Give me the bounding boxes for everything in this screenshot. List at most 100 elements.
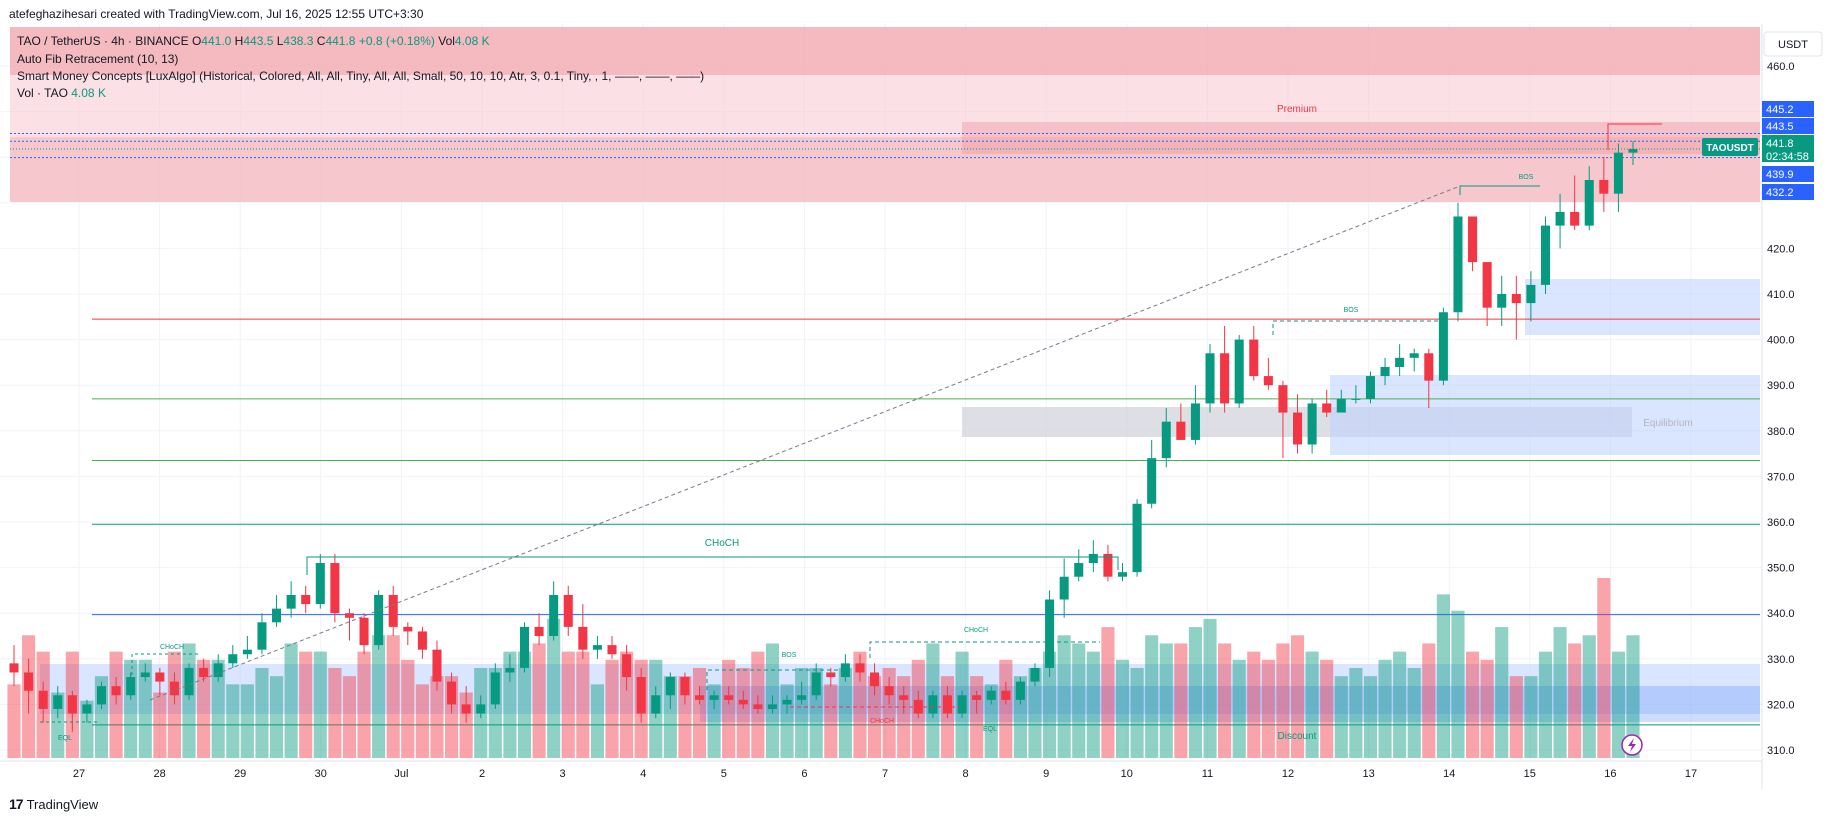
legend-symbol[interactable]: TAO / TetherUS · 4h · BINANCE bbox=[17, 34, 189, 48]
price-tick: 420.0 bbox=[1767, 243, 1795, 255]
equilibrium-label: Equilibrium bbox=[1643, 418, 1692, 429]
candle-body bbox=[38, 690, 48, 709]
premium-band-top bbox=[10, 27, 1760, 75]
tradingview-logo[interactable]: 17 TradingView bbox=[9, 796, 98, 812]
volume-bar bbox=[1130, 668, 1144, 758]
candle-body bbox=[199, 667, 209, 678]
choch-small-line-2 bbox=[869, 641, 1100, 658]
discount-label: Discount bbox=[1278, 731, 1317, 742]
candle-body bbox=[1205, 353, 1215, 404]
time-axis[interactable]: 27 28 29 30 Jul 2 3 4 5 6 7 8 9 10 11 12 13 14 15 16 17 bbox=[0, 760, 1762, 780]
volume-bar bbox=[284, 643, 298, 758]
candle-body bbox=[344, 613, 354, 618]
candle-body bbox=[738, 699, 748, 705]
volume-bar bbox=[226, 684, 240, 758]
candle-body bbox=[1409, 353, 1419, 358]
candle-body bbox=[476, 704, 486, 714]
price-tick: 370.0 bbox=[1767, 471, 1795, 483]
resistance-marker bbox=[1607, 123, 1662, 150]
candle-body bbox=[592, 645, 602, 650]
candle-body bbox=[1176, 421, 1186, 440]
candle-body bbox=[928, 695, 938, 714]
legend-fib-indicator[interactable]: Auto Fib Retracement (10, 13) bbox=[17, 52, 179, 66]
volume-bar bbox=[299, 651, 313, 758]
time-tick: 9 bbox=[1043, 768, 1049, 780]
volume-bar bbox=[1480, 659, 1494, 758]
volume-bar bbox=[1509, 676, 1523, 758]
eql-label-1: EQL bbox=[58, 735, 72, 742]
bos-line-2 bbox=[1272, 320, 1440, 335]
smc-zones bbox=[10, 27, 1760, 722]
candle-body bbox=[899, 695, 909, 700]
volume-bar bbox=[1261, 659, 1275, 758]
volume-bar bbox=[1218, 643, 1232, 758]
candle-body bbox=[1322, 403, 1332, 413]
volume-bar bbox=[182, 643, 196, 758]
legend-symbol-row[interactable]: TAO / TetherUS · 4h · BINANCE O441.0 H44… bbox=[17, 34, 490, 48]
price-tag-bg bbox=[1762, 148, 1814, 162]
candle-body bbox=[126, 677, 136, 696]
tradingview-brand: TradingView bbox=[26, 796, 99, 812]
volume-bar bbox=[970, 676, 984, 758]
candle-body bbox=[505, 667, 515, 673]
candle-body bbox=[1468, 216, 1478, 263]
candle-body bbox=[315, 563, 325, 605]
volume-bar bbox=[1422, 643, 1436, 758]
candle-body bbox=[1351, 398, 1361, 400]
price-tick: 310.0 bbox=[1767, 745, 1795, 757]
candle-body bbox=[1161, 421, 1171, 459]
discount-zone bbox=[700, 686, 1760, 722]
bos-label-3: BOS bbox=[1519, 174, 1534, 181]
volume-bar bbox=[736, 668, 750, 758]
time-tick: 30 bbox=[315, 768, 327, 780]
volume-bar bbox=[138, 659, 152, 758]
price-tag-bg bbox=[1762, 184, 1814, 200]
price-tag-bg bbox=[1762, 166, 1814, 182]
time-tick: 11 bbox=[1202, 768, 1213, 780]
volume-bar bbox=[255, 668, 269, 758]
candle-body bbox=[213, 663, 223, 678]
candle-body bbox=[855, 663, 865, 673]
price-tick: 330.0 bbox=[1767, 654, 1795, 666]
volume-bar bbox=[1626, 635, 1640, 758]
price-tag: 445.2 bbox=[1766, 104, 1794, 116]
candle-body bbox=[461, 704, 471, 714]
candle-body bbox=[1497, 294, 1507, 308]
lightning-icon[interactable] bbox=[1621, 734, 1643, 756]
price-tick: 360.0 bbox=[1767, 517, 1795, 529]
supply-block bbox=[10, 137, 1760, 202]
price-tag: 02:34:58 bbox=[1766, 151, 1809, 163]
symbol-tag: TAOUSDT bbox=[1706, 143, 1754, 154]
legend-volume-indicator[interactable]: Vol · TAO 4.08 K bbox=[17, 86, 106, 100]
legend-high: 443.5 bbox=[243, 34, 274, 48]
volume-bar bbox=[1363, 676, 1378, 758]
candle-body bbox=[155, 672, 165, 682]
currency-label: USDT bbox=[1778, 39, 1808, 51]
time-tick: 2 bbox=[479, 768, 485, 780]
candle-body bbox=[534, 626, 544, 636]
time-tick: 5 bbox=[721, 768, 727, 780]
time-tick: 8 bbox=[963, 768, 969, 780]
candle-body bbox=[403, 626, 413, 632]
eql-label-2: EQL bbox=[983, 726, 997, 733]
candle-body bbox=[1293, 412, 1303, 445]
candle-body bbox=[490, 672, 500, 705]
volume-bar bbox=[1072, 643, 1086, 758]
time-tick: 10 bbox=[1121, 768, 1133, 780]
candle-body bbox=[1482, 262, 1492, 308]
candle-body bbox=[1613, 152, 1623, 194]
volume-bar bbox=[1174, 643, 1188, 758]
bos-label-1: BOS bbox=[782, 652, 797, 659]
candle-body bbox=[972, 695, 982, 700]
candle-body bbox=[1511, 294, 1521, 304]
legend-volume: 4.08 K bbox=[454, 34, 490, 48]
candle-body bbox=[388, 594, 398, 627]
candle-body bbox=[1132, 503, 1142, 573]
volume-bar bbox=[561, 651, 575, 758]
candles bbox=[9, 141, 1638, 732]
volume-bar bbox=[1495, 627, 1509, 758]
legend-smc-indicator[interactable]: Smart Money Concepts [LuxAlgo] (Historic… bbox=[17, 69, 705, 83]
candle-body bbox=[563, 594, 573, 627]
price-axis[interactable]: USDT 460.0 420.0 410.0 400.0 390.0 380.0 370.0… bbox=[1702, 24, 1835, 789]
